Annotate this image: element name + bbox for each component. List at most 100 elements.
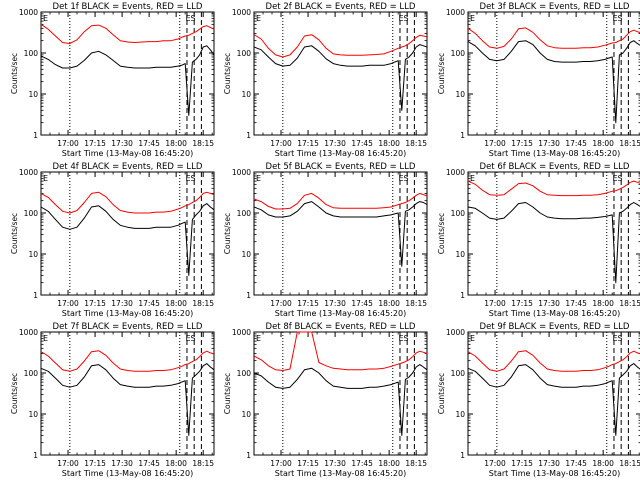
x-tick-label: 17:30	[111, 299, 133, 308]
y-tick-label: 1000	[232, 328, 251, 337]
corner-label-right: ES	[613, 14, 623, 23]
x-axis-label: Start Time (13-May-08 16:45:20)	[275, 309, 406, 318]
corner-label-right: ES	[186, 14, 196, 23]
corner-label-left: E	[256, 334, 261, 343]
y-tick-label: 1000	[446, 8, 465, 17]
x-tick-label: 17:45	[565, 459, 587, 468]
y-tick-label: 10	[455, 250, 465, 259]
x-axis-label: Start Time (13-May-08 16:45:20)	[489, 149, 620, 158]
series-line-events	[467, 40, 640, 124]
x-tick-label: 17:15	[84, 139, 106, 148]
x-tick-label: 17:45	[138, 299, 160, 308]
y-tick-label: 1	[33, 291, 38, 300]
panel-title: Det 5f BLACK = Events, RED = LLD	[266, 162, 416, 172]
panel-title: Det 7f BLACK = Events, RED = LLD	[53, 322, 203, 332]
y-tick-label: 10	[241, 250, 251, 259]
corner-label-left: E	[470, 174, 475, 183]
x-tick-label: 18:00	[378, 139, 400, 148]
series-line-lld	[253, 192, 428, 210]
y-tick-label: 100	[237, 49, 252, 58]
corner-label-left: E	[470, 334, 475, 343]
panel-title: Det 4f BLACK = Events, RED = LLD	[53, 162, 203, 172]
y-tick-label: 1000	[446, 328, 465, 337]
x-tick-label: 17:30	[538, 459, 560, 468]
y-tick-label: 1	[246, 131, 251, 140]
x-tick-label: 17:15	[84, 299, 106, 308]
plot-frame	[467, 331, 640, 456]
x-tick-label: 18:00	[165, 299, 187, 308]
corner-label-left: E	[43, 174, 48, 183]
x-axis-label: Start Time (13-May-08 16:45:20)	[62, 309, 193, 318]
x-tick-label: 18:00	[165, 459, 187, 468]
corner-label-right: ES	[399, 334, 409, 343]
series-line-lld	[40, 23, 215, 45]
corner-label-right: ES	[186, 174, 196, 183]
corner-label-right: ES	[399, 174, 409, 183]
y-tick-label: 10	[28, 410, 38, 419]
panel-det-5: Det 5f BLACK = Events, RED = LLD 1 10 100 10…	[223, 162, 428, 318]
corner-label-right: ES	[186, 334, 196, 343]
corner-label-left: E	[256, 174, 261, 183]
y-tick-label: 1	[33, 451, 38, 460]
series-line-events	[253, 44, 428, 111]
y-axis-label: Counts/sec	[437, 213, 446, 254]
panel-det-4: Det 4f BLACK = Events, RED = LLD 1 10 100 10…	[10, 162, 215, 318]
y-tick-label: 100	[24, 49, 39, 58]
x-tick-label: 17:00	[270, 459, 292, 468]
y-tick-label: 100	[451, 49, 466, 58]
x-tick-label: 17:45	[351, 299, 373, 308]
panel-title: Det 1f BLACK = Events, RED = LLD	[53, 2, 203, 12]
x-axis-label: Start Time (13-May-08 16:45:20)	[62, 149, 193, 158]
x-tick-label: 17:15	[511, 299, 533, 308]
x-tick-label: 17:30	[111, 459, 133, 468]
x-tick-label: 17:00	[57, 459, 79, 468]
y-tick-label: 1	[246, 291, 251, 300]
series-line-lld	[40, 350, 215, 372]
y-axis-label: Counts/sec	[223, 213, 232, 254]
x-tick-label: 17:45	[351, 459, 373, 468]
y-tick-label: 10	[455, 90, 465, 99]
x-axis-label: Start Time (13-May-08 16:45:20)	[62, 469, 193, 478]
corner-label-left: E	[470, 14, 475, 23]
y-tick-label: 1000	[19, 168, 38, 177]
y-tick-label: 10	[28, 250, 38, 259]
panel-title: Det 3f BLACK = Events, RED = LLD	[480, 2, 630, 12]
x-tick-label: 18:15	[619, 459, 640, 468]
x-tick-label: 17:00	[484, 299, 506, 308]
series-line-lld	[253, 34, 428, 58]
x-axis-label: Start Time (13-May-08 16:45:20)	[489, 469, 620, 478]
panel-det-6: Det 6f BLACK = Events, RED = LLD 1 10 100 10…	[437, 162, 640, 318]
x-tick-label: 17:00	[484, 139, 506, 148]
x-tick-label: 17:15	[511, 139, 533, 148]
y-tick-label: 10	[455, 410, 465, 419]
corner-label-left: E	[43, 14, 48, 23]
plot-frame	[253, 171, 428, 296]
x-axis-label: Start Time (13-May-08 16:45:20)	[489, 309, 620, 318]
x-tick-label: 17:15	[511, 459, 533, 468]
y-tick-label: 1000	[446, 168, 465, 177]
x-tick-label: 17:15	[84, 459, 106, 468]
y-axis-label: Counts/sec	[437, 53, 446, 94]
x-tick-label: 17:30	[324, 459, 346, 468]
plot-frame	[253, 11, 428, 136]
x-tick-label: 18:15	[405, 459, 427, 468]
plot-frame	[40, 171, 215, 296]
series-line-events	[253, 364, 428, 436]
x-tick-label: 17:00	[57, 299, 79, 308]
x-tick-label: 18:00	[592, 299, 614, 308]
y-tick-label: 100	[237, 209, 252, 218]
y-tick-label: 1000	[232, 168, 251, 177]
panel-det-2: Det 2f BLACK = Events, RED = LLD 1 10 100 10…	[223, 2, 428, 158]
y-tick-label: 1	[460, 451, 465, 460]
plot-frame	[467, 171, 640, 296]
x-tick-label: 17:15	[297, 459, 319, 468]
x-tick-label: 18:00	[165, 139, 187, 148]
y-axis-label: Counts/sec	[223, 373, 232, 414]
y-tick-label: 1000	[19, 8, 38, 17]
x-tick-label: 17:45	[565, 139, 587, 148]
x-tick-label: 18:15	[619, 299, 640, 308]
x-tick-label: 18:15	[405, 299, 427, 308]
panel-title: Det 2f BLACK = Events, RED = LLD	[266, 2, 416, 12]
x-tick-label: 17:30	[324, 299, 346, 308]
